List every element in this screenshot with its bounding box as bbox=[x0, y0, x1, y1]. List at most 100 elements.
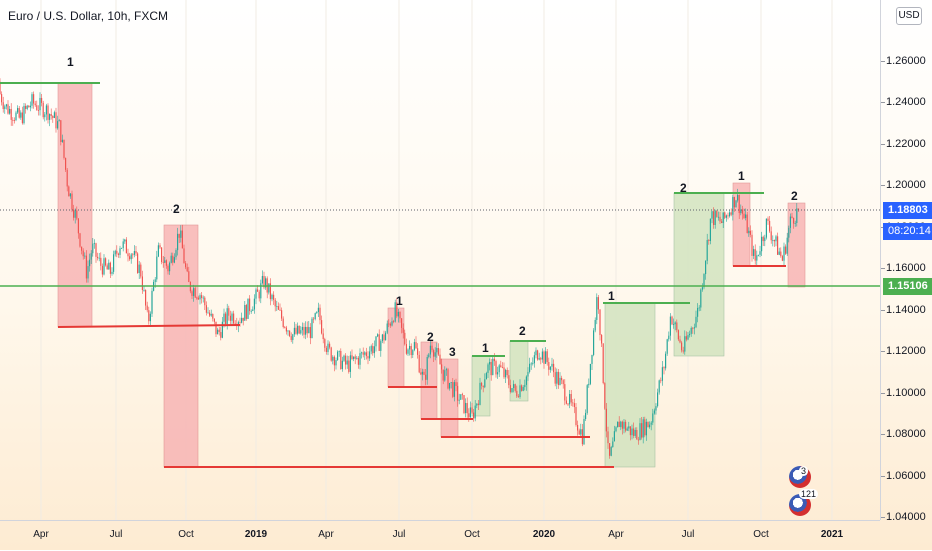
candle-body bbox=[442, 369, 444, 381]
candle-body bbox=[682, 350, 684, 352]
candle-body bbox=[367, 356, 369, 359]
candle-body bbox=[673, 324, 675, 325]
candle-body bbox=[305, 326, 307, 335]
currency-button[interactable]: USD bbox=[896, 7, 922, 25]
candle-body bbox=[578, 430, 580, 435]
candle-body bbox=[626, 428, 628, 431]
candle-body bbox=[28, 105, 30, 108]
candle-body bbox=[39, 97, 41, 111]
candle-body bbox=[84, 255, 86, 257]
candle-body bbox=[196, 297, 198, 299]
candle-body bbox=[50, 113, 52, 116]
candle-body bbox=[621, 421, 623, 429]
price-tick-label: 1.24000 bbox=[886, 96, 926, 109]
price-tick-label: 1.08000 bbox=[886, 428, 926, 441]
candle-body bbox=[561, 377, 563, 381]
wave-labels: 1 2 1 2 3 1 2 1 2 1 2 bbox=[67, 55, 798, 359]
candle-body bbox=[324, 339, 326, 348]
candle-body bbox=[519, 385, 521, 397]
candle-body bbox=[613, 431, 615, 442]
candle-body bbox=[257, 289, 259, 292]
candle-body bbox=[130, 254, 132, 260]
candle-body bbox=[73, 209, 75, 218]
time-tick-label: Oct bbox=[464, 529, 480, 540]
candle-body bbox=[481, 382, 483, 386]
candle-body bbox=[719, 216, 721, 222]
candle-body bbox=[532, 363, 534, 365]
candle-body bbox=[44, 114, 46, 118]
candle-body bbox=[385, 332, 387, 341]
chart-pane[interactable]: 1 2 1 2 3 1 2 1 2 1 2 Euro / U.S. Dollar… bbox=[0, 0, 880, 520]
candle-body bbox=[666, 339, 668, 354]
candle-body bbox=[33, 94, 35, 104]
candle-body bbox=[594, 319, 596, 331]
candle-body bbox=[476, 403, 478, 406]
candle-body bbox=[178, 233, 180, 238]
candle-body bbox=[245, 305, 247, 319]
candle-body bbox=[610, 447, 612, 456]
candle-body bbox=[356, 357, 358, 359]
candle-body bbox=[420, 372, 422, 375]
time-tick-label: Jul bbox=[109, 529, 123, 540]
candle-body bbox=[785, 246, 787, 254]
candle-body bbox=[217, 329, 219, 335]
candle-body bbox=[53, 112, 55, 118]
candle-body bbox=[175, 250, 177, 258]
candle-body bbox=[546, 351, 548, 363]
candle-body bbox=[708, 240, 710, 241]
candle-body bbox=[423, 371, 425, 375]
candle-body bbox=[12, 119, 14, 121]
candle-body bbox=[735, 200, 737, 208]
candle-body bbox=[298, 325, 300, 334]
candle-body bbox=[429, 345, 431, 355]
price-axis[interactable]: 1.260001.240001.220001.200001.180001.160… bbox=[880, 0, 932, 523]
candle-body bbox=[215, 321, 217, 335]
candle-body bbox=[753, 249, 755, 256]
candle-body bbox=[199, 295, 201, 300]
candle-body bbox=[290, 336, 292, 341]
candle-body bbox=[277, 306, 279, 310]
candle-body bbox=[121, 247, 123, 249]
candle-body bbox=[337, 351, 339, 361]
price-chart[interactable]: 1 2 1 2 3 1 2 1 2 1 2 bbox=[0, 0, 880, 520]
candle-body bbox=[293, 327, 295, 335]
event-badges[interactable]: 3 121 bbox=[789, 466, 819, 518]
candle-body bbox=[380, 341, 382, 351]
wave-label: 1 bbox=[67, 55, 74, 69]
candle-body bbox=[55, 112, 57, 129]
candle-body bbox=[388, 323, 390, 325]
candle-body bbox=[401, 318, 403, 328]
price-tick-label: 1.16000 bbox=[886, 262, 926, 275]
candle-body bbox=[85, 255, 87, 279]
candle-body bbox=[516, 390, 518, 397]
candle-body bbox=[353, 356, 355, 360]
candle-body bbox=[716, 210, 718, 217]
candle-body bbox=[457, 385, 459, 401]
candle-body bbox=[17, 108, 19, 113]
candle-body bbox=[649, 424, 651, 428]
price-tick-mark bbox=[881, 61, 885, 62]
candle-body bbox=[538, 358, 540, 360]
candle-body bbox=[37, 109, 39, 111]
candle-body bbox=[757, 254, 759, 256]
candle-body bbox=[391, 321, 393, 326]
candle-body bbox=[151, 290, 153, 314]
candle-body bbox=[197, 297, 199, 300]
candle-body bbox=[31, 94, 33, 106]
candle-body bbox=[513, 384, 515, 389]
candle-body bbox=[498, 365, 500, 373]
red-level-line bbox=[57, 324, 241, 328]
candle-body bbox=[89, 259, 91, 267]
pattern-box bbox=[509, 340, 529, 402]
candle-body bbox=[629, 426, 631, 436]
flag-badge-icon[interactable] bbox=[789, 494, 811, 516]
time-axis[interactable]: Apr Jul Oct 2019 Apr Jul Oct 2020 Apr Jul Oct 2021 bbox=[0, 520, 880, 551]
candle-body bbox=[23, 105, 25, 124]
candle-body bbox=[781, 256, 783, 261]
candle-body bbox=[537, 350, 539, 360]
candle-body bbox=[522, 387, 524, 391]
candle-body bbox=[421, 371, 423, 375]
candle-body bbox=[321, 320, 323, 334]
candle-body bbox=[279, 309, 281, 311]
candle-body bbox=[249, 298, 251, 311]
